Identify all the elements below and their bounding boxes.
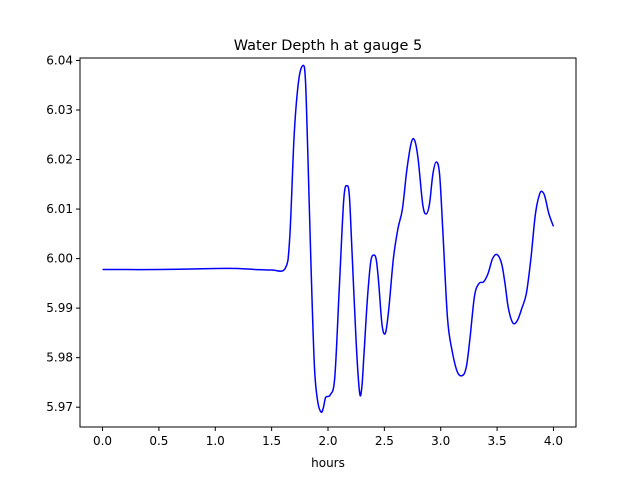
x-tick-label: 2.5 [375,434,394,448]
x-tick-label: 3.5 [488,434,507,448]
y-tick-label: 6.02 [46,153,73,167]
y-tick-label: 6.04 [46,53,73,67]
x-tick-label: 3.0 [431,434,450,448]
x-tick-label: 0.0 [93,434,112,448]
x-tick-label: 0.5 [149,434,168,448]
y-tick-label: 6.03 [46,103,73,117]
x-tick-label: 1.5 [262,434,281,448]
y-tick-label: 6.01 [46,202,73,216]
chart-title: Water Depth h at gauge 5 [234,38,422,54]
y-tick-label: 5.98 [46,351,73,365]
y-tick-label: 6.00 [46,252,73,266]
x-axis-label: hours [311,456,345,470]
x-tick-label: 1.0 [206,434,225,448]
series-line [102,64,555,414]
y-tick-label: 5.99 [46,301,73,315]
x-tick-label: 4.0 [544,434,563,448]
y-tick-label: 5.97 [46,400,73,414]
y-axis: 5.97 5.98 5.99 6.00 6.01 6.02 6.03 6.04 [46,53,80,414]
x-tick-label: 2.0 [318,434,337,448]
x-axis: 0.0 0.5 1.0 1.5 2.0 2.5 3.0 3.5 4.0 [93,427,563,448]
plot-frame [79,57,577,428]
